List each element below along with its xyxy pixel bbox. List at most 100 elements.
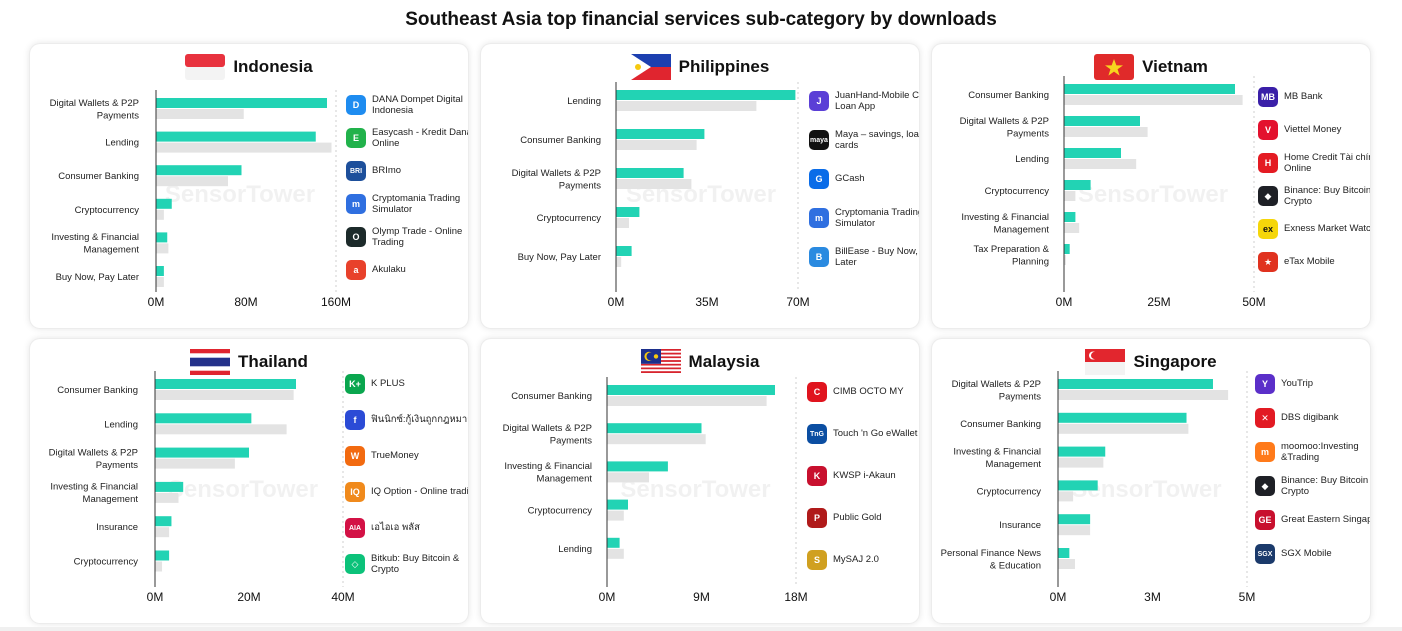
greateastern-icon: GE: [1255, 510, 1275, 530]
country-name: Indonesia: [233, 57, 313, 76]
x-tick-label: 20M: [237, 590, 260, 604]
bottom-divider: [0, 627, 1402, 631]
app-list-item: V Viettel Money: [1258, 113, 1370, 147]
bar-previous: [1058, 390, 1229, 400]
bar-current: [1058, 548, 1070, 558]
bar-current: [616, 168, 684, 178]
category-label: Personal Finance News & Education: [941, 548, 1042, 572]
app-name: Olymp Trade - Online Trading: [372, 225, 463, 249]
bar-previous: [156, 277, 164, 287]
bar-current: [155, 379, 296, 389]
app-name: Home Credit Tài chính Online: [1284, 151, 1370, 175]
x-tick-label: 18M: [784, 590, 807, 604]
app-name: BillEase - Buy Now, Pay Later: [835, 245, 919, 269]
bar-previous: [607, 548, 624, 559]
bar-current: [1058, 412, 1187, 423]
app-name: Binance: Buy Bitcoin & Crypto: [1281, 474, 1370, 498]
app-list-item: ◆ Binance: Buy Bitcoin & Crypto: [1258, 179, 1370, 213]
app-list-item: ◆ Binance: Buy Bitcoin & Crypto: [1255, 469, 1370, 503]
app-name: CIMB OCTO MY: [833, 386, 904, 398]
app-list-item: m Cryptomania Trading Simulator: [809, 201, 919, 235]
x-tick-label: 0M: [147, 590, 164, 604]
x-tick-label: 80M: [234, 295, 257, 309]
country-name: Thailand: [238, 352, 308, 371]
bar-previous: [156, 142, 332, 153]
app-name: DBS digibank: [1281, 412, 1339, 424]
moomoo-icon: m: [1255, 442, 1275, 462]
philippines-flag: [630, 54, 671, 80]
app-name: Maya – savings, loans, cards: [835, 128, 919, 152]
category-label: Digital Wallets & P2P Payments: [50, 98, 140, 122]
app-list-item: H Home Credit Tài chính Online: [1258, 146, 1370, 180]
bar-current: [1064, 84, 1235, 94]
bar-previous: [1058, 423, 1189, 434]
bar-previous: [155, 458, 235, 469]
viettel-icon: V: [1258, 120, 1278, 140]
category-label: Investing & Financial Management: [51, 232, 139, 256]
app-name: K PLUS: [371, 378, 405, 390]
dana-icon: D: [346, 95, 366, 115]
billease-icon: B: [809, 247, 829, 267]
x-tick-label: 0M: [599, 590, 616, 604]
app-list-item: S MySAJ 2.0: [807, 543, 919, 577]
panel-header: Malaysia: [481, 347, 919, 377]
app-list-item: AIA เอไอเอ พลัส: [345, 511, 468, 545]
category-label: Investing & Financial Management: [50, 482, 138, 506]
app-list-item: E Easycash - Kredit Dana Online: [346, 121, 468, 155]
tng-icon: TnG: [807, 424, 827, 444]
bar-current: [1064, 212, 1076, 222]
easycash-icon: E: [346, 128, 366, 148]
category-label: Digital Wallets & P2P Payments: [960, 116, 1050, 140]
app-name: ฟินนิกซ์:กู้เงินถูกกฎหมาย: [371, 414, 468, 426]
bar-current: [1058, 480, 1098, 491]
category-label: Buy Now, Pay Later: [518, 252, 601, 263]
bar-previous: [1064, 127, 1148, 137]
app-list-item: D DANA Dompet Digital Indonesia: [346, 88, 468, 122]
bar-current: [156, 232, 168, 243]
category-label: Lending: [104, 419, 138, 430]
bar-current: [607, 385, 775, 395]
app-list-item: BRI BRImo: [346, 154, 468, 188]
bar-previous: [1064, 191, 1076, 201]
etax-icon: ★: [1258, 252, 1278, 272]
bar-previous: [616, 140, 697, 150]
bar-chart: SensorTower Consumer Banking Digital Walle…: [960, 76, 1266, 309]
app-name: GCash: [835, 173, 865, 185]
x-tick-label: 3M: [1144, 590, 1161, 604]
publicgold-icon: P: [807, 508, 827, 528]
bar-current: [156, 131, 316, 142]
panel-header: Indonesia: [30, 52, 468, 82]
watermark: SensorTower: [1078, 181, 1228, 208]
bar-previous: [607, 396, 767, 406]
bar-previous: [155, 424, 287, 435]
watermark: SensorTower: [168, 476, 318, 503]
app-name: moomoo:Investing &Trading: [1281, 440, 1359, 464]
bar-current: [155, 413, 252, 424]
app-name: Viettel Money: [1284, 124, 1342, 136]
app-list-item: J JuanHand-Mobile Cash Loan App: [809, 84, 919, 118]
bar-previous: [155, 492, 179, 503]
bar-previous: [155, 561, 163, 572]
app-name: MB Bank: [1284, 91, 1323, 103]
bar-current: [156, 165, 242, 176]
bar-current: [607, 499, 628, 510]
cryptomania-icon: m: [346, 194, 366, 214]
thailand-flag: [190, 349, 231, 375]
x-tick-label: 0M: [1050, 590, 1067, 604]
bar-previous: [1064, 223, 1080, 233]
country-name: Malaysia: [688, 352, 760, 371]
category-label: Insurance: [96, 522, 138, 533]
app-list-item: f ฟินนิกซ์:กู้เงินถูกกฎหมาย: [345, 403, 468, 437]
category-label: Lending: [567, 96, 601, 107]
bar-current: [155, 447, 249, 458]
vietnam-flag: [1094, 54, 1135, 80]
bar-current: [616, 246, 632, 256]
x-tick-label: 50M: [1242, 295, 1265, 309]
app-list-item: K+ K PLUS: [345, 367, 468, 401]
panel-header: Singapore: [932, 347, 1370, 377]
category-label: Tax Preparation & Planning: [973, 244, 1049, 268]
category-label: Digital Wallets & P2P Payments: [49, 447, 139, 471]
mysaj-icon: S: [807, 550, 827, 570]
app-name: YouTrip: [1281, 378, 1314, 390]
